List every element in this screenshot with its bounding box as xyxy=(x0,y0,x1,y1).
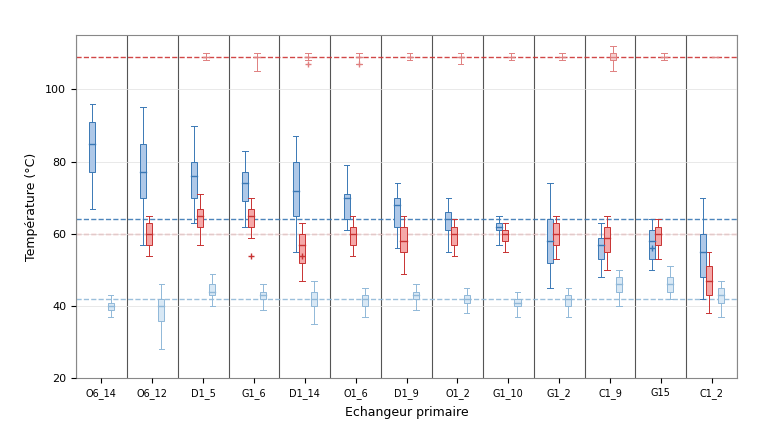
Bar xyxy=(616,277,622,292)
Bar xyxy=(699,234,706,277)
Bar xyxy=(158,299,164,321)
Bar xyxy=(248,209,254,227)
Bar xyxy=(260,292,266,299)
Bar xyxy=(655,227,661,245)
Bar xyxy=(299,234,305,263)
X-axis label: Echangeur primaire: Echangeur primaire xyxy=(345,406,468,419)
Bar xyxy=(667,277,673,292)
Bar xyxy=(706,266,712,295)
Bar xyxy=(191,161,197,198)
Bar xyxy=(502,230,508,241)
Bar xyxy=(496,223,502,230)
Bar xyxy=(350,227,356,245)
Bar xyxy=(604,227,610,252)
Bar xyxy=(464,295,470,303)
Bar xyxy=(553,223,559,245)
Bar xyxy=(565,295,572,306)
Bar xyxy=(394,198,401,227)
Bar xyxy=(146,223,152,245)
Bar xyxy=(445,212,451,230)
Bar xyxy=(598,238,604,259)
Bar xyxy=(344,194,350,220)
Bar xyxy=(362,295,368,306)
Bar xyxy=(197,209,203,227)
Bar xyxy=(515,299,521,306)
Bar xyxy=(610,53,616,60)
Bar xyxy=(547,220,553,263)
Bar xyxy=(107,303,114,310)
Bar xyxy=(451,227,458,245)
Bar xyxy=(242,172,248,202)
Bar xyxy=(311,292,317,306)
Y-axis label: Température (°C): Température (°C) xyxy=(25,153,38,261)
Bar xyxy=(401,227,407,252)
Bar xyxy=(413,292,419,299)
Bar xyxy=(718,288,724,303)
Bar xyxy=(209,285,215,295)
Bar xyxy=(293,161,299,216)
Bar xyxy=(89,122,95,172)
Bar xyxy=(649,230,655,259)
Bar xyxy=(140,143,146,198)
